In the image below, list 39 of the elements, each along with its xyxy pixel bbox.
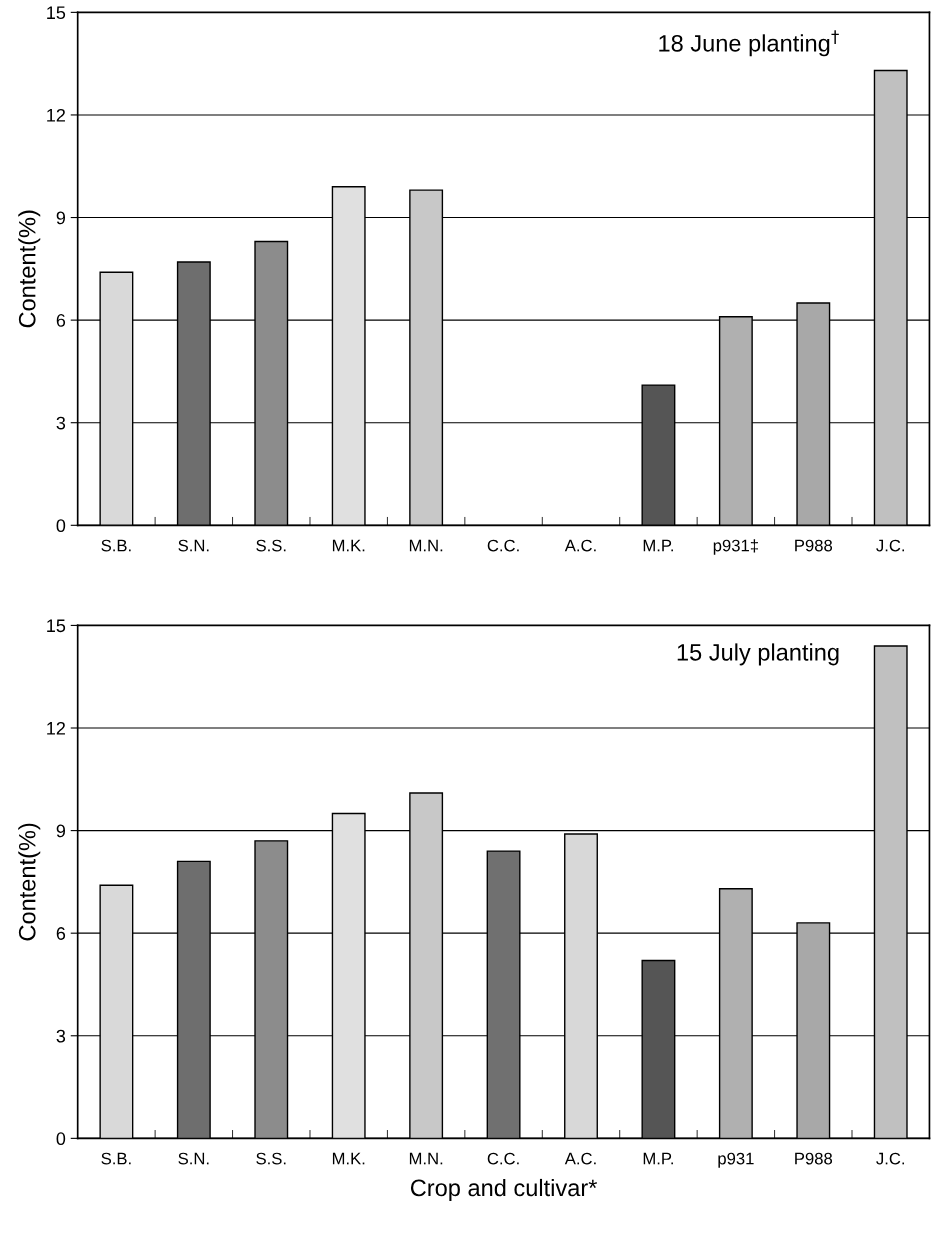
y-axis-title: Content(%) bbox=[18, 210, 41, 328]
x-tick-label: S.N. bbox=[178, 539, 209, 552]
x-tick-label: M.P. bbox=[643, 539, 673, 552]
y-tick-label: 15 bbox=[47, 619, 66, 633]
x-tick-label: P988 bbox=[795, 1152, 833, 1165]
x-tick-label: C.C. bbox=[487, 539, 519, 552]
x-tick-label: C.C. bbox=[487, 1152, 519, 1165]
x-tick-label: M.N. bbox=[409, 1152, 443, 1165]
annotation: 15 July planting bbox=[677, 643, 839, 666]
x-tick-label: M.K. bbox=[332, 539, 365, 552]
x-tick-label: J.C. bbox=[876, 1152, 905, 1165]
x-tick-label: S.B. bbox=[101, 1152, 131, 1165]
y-tick-label: 9 bbox=[56, 824, 66, 838]
y-tick-label: 12 bbox=[47, 108, 65, 122]
y-axis-title: Content(%) bbox=[18, 823, 41, 941]
x-tick-label: S.S. bbox=[256, 1152, 286, 1165]
y-tick-label: 12 bbox=[47, 721, 65, 735]
y-tick-label: 9 bbox=[56, 211, 66, 225]
y-tick-label: 15 bbox=[47, 6, 66, 20]
y-tick-label: 3 bbox=[56, 1029, 66, 1043]
y-tick-label: 0 bbox=[56, 1132, 66, 1146]
y-tick-label: 0 bbox=[56, 519, 66, 533]
x-tick-label: M.N. bbox=[409, 539, 443, 552]
x-tick-label: S.S. bbox=[256, 539, 286, 552]
annotation: 18 June planting$^{†}$ bbox=[659, 30, 839, 57]
y-tick-label: 6 bbox=[56, 927, 66, 940]
x-tick-label: J.C. bbox=[876, 539, 905, 552]
x-tick-label: S.B. bbox=[101, 539, 131, 552]
x-tick-label: P988 bbox=[795, 539, 833, 552]
x-axis-title: Crop and cultivar* bbox=[410, 1178, 598, 1201]
x-tick-label: M.K. bbox=[332, 1152, 365, 1165]
x-tick-label: p931 bbox=[718, 1152, 754, 1168]
x-tick-label: M.P. bbox=[643, 1152, 673, 1165]
x-tick-label: S.N. bbox=[178, 1152, 209, 1165]
x-tick-label: A.C. bbox=[564, 539, 596, 552]
x-tick-label: p931‡ bbox=[713, 539, 758, 555]
y-tick-label: 6 bbox=[56, 314, 66, 327]
y-tick-label: 3 bbox=[56, 416, 66, 430]
x-tick-label: A.C. bbox=[564, 1152, 596, 1165]
